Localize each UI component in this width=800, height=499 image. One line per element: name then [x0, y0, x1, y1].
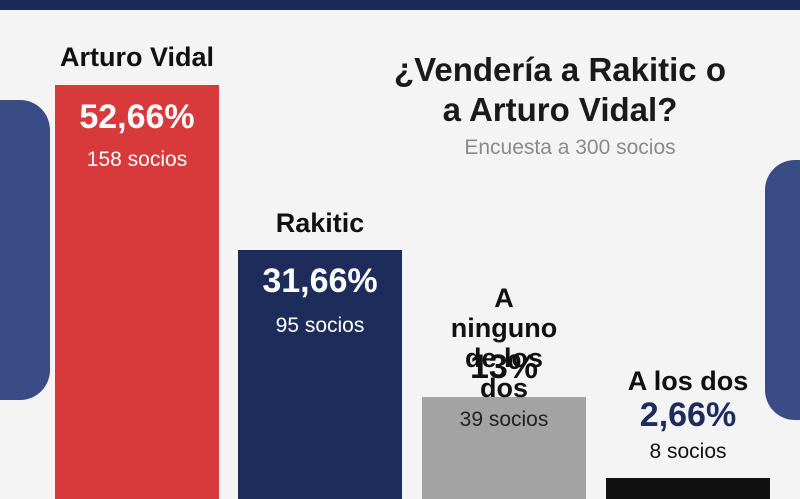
value-label: 2,66% — [639, 396, 737, 434]
value-label: 52,66% — [79, 98, 195, 136]
category-label: A ninguno de los dos — [450, 283, 558, 403]
bar — [422, 396, 586, 499]
chart-title: ¿Vendería a Rakitic o a Arturo Vidal? — [394, 51, 726, 128]
socios-label: 8 socios — [649, 440, 727, 463]
value-label: 13% — [469, 348, 539, 386]
bar — [55, 85, 219, 499]
top-bar — [0, 0, 800, 10]
player-right — [765, 160, 800, 420]
player-left — [0, 100, 50, 400]
category-label: Rakitic — [275, 208, 365, 238]
category-label: A los dos — [627, 366, 749, 396]
socios-label: 39 socios — [459, 408, 549, 431]
category-label: Arturo Vidal — [59, 42, 215, 72]
chart-subtitle: Encuesta a 300 socios — [464, 136, 676, 159]
bar — [238, 250, 402, 499]
socios-label: 95 socios — [275, 314, 365, 337]
bar — [606, 478, 770, 499]
socios-label: 158 socios — [86, 148, 188, 171]
value-label: 31,66% — [262, 262, 378, 300]
